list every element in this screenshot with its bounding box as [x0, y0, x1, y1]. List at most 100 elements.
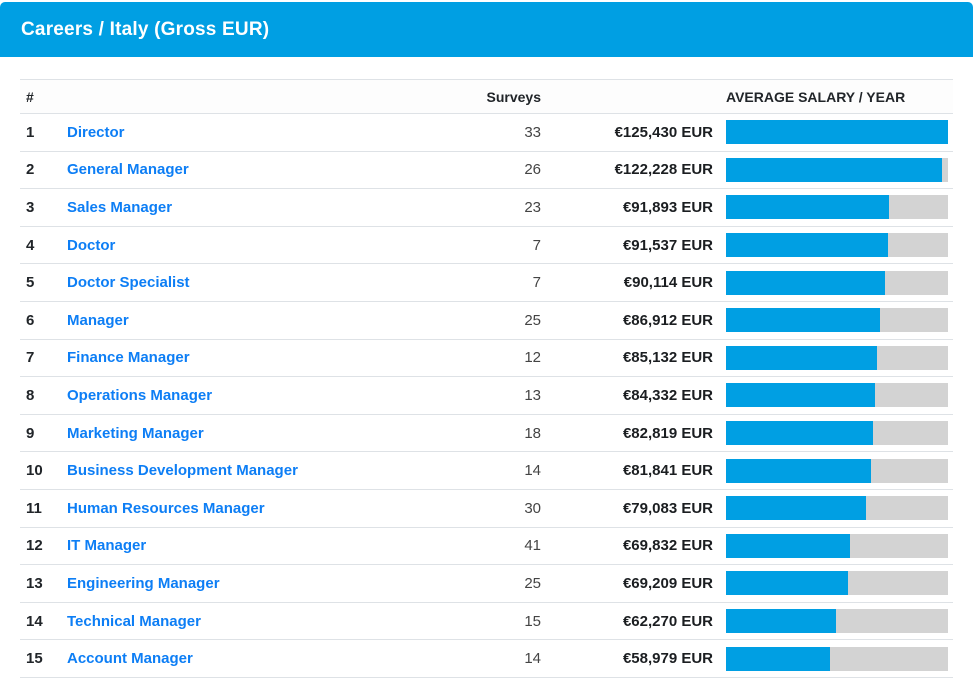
rank-cell: 3: [20, 189, 62, 227]
salary-cell: €91,537 EUR: [541, 226, 726, 264]
career-link[interactable]: Operations Manager: [67, 387, 212, 404]
salary-bar-cell: [726, 602, 953, 640]
table-row: 13 Engineering Manager 25 €69,209 EUR: [20, 565, 953, 603]
salary-bar-cell: [726, 414, 953, 452]
salary-bar-cell: [726, 565, 953, 603]
salary-cell: €69,209 EUR: [541, 565, 726, 603]
salary-bar-fill: [726, 346, 877, 370]
career-cell: Human Resources Manager: [62, 489, 461, 527]
salary-cell: €82,819 EUR: [541, 414, 726, 452]
rank-cell: 9: [20, 414, 62, 452]
salary-cell: €125,430 EUR: [541, 114, 726, 152]
salary-cell: €84,332 EUR: [541, 377, 726, 415]
rank-cell: 6: [20, 301, 62, 339]
career-link[interactable]: Account Manager: [67, 650, 193, 667]
rank-cell: 1: [20, 114, 62, 152]
career-link[interactable]: General Manager: [67, 161, 189, 178]
column-header-career: [62, 80, 461, 114]
salary-bar-track: [726, 195, 948, 219]
career-link[interactable]: Business Development Manager: [67, 462, 298, 479]
salary-bar-track: [726, 271, 948, 295]
column-header-surveys: Surveys: [461, 80, 541, 114]
surveys-cell: 23: [461, 189, 541, 227]
rank-cell: 5: [20, 264, 62, 302]
surveys-cell: 7: [461, 226, 541, 264]
rank-cell: 4: [20, 226, 62, 264]
surveys-cell: 26: [461, 151, 541, 189]
salary-bar-cell: [726, 452, 953, 490]
salary-bar-fill: [726, 609, 836, 633]
table-row: 3 Sales Manager 23 €91,893 EUR: [20, 189, 953, 227]
career-cell: Manager: [62, 301, 461, 339]
table-row: 8 Operations Manager 13 €84,332 EUR: [20, 377, 953, 415]
salary-bar-fill: [726, 158, 942, 182]
rank-cell: 10: [20, 452, 62, 490]
salary-cell: €85,132 EUR: [541, 339, 726, 377]
surveys-cell: 12: [461, 339, 541, 377]
rank-cell: 15: [20, 640, 62, 678]
salary-cell: €122,228 EUR: [541, 151, 726, 189]
table-container: # Surveys AVERAGE SALARY / YEAR 1 Direct…: [20, 79, 953, 678]
career-link[interactable]: Doctor Specialist: [67, 274, 190, 291]
column-header-rank: #: [20, 80, 62, 114]
career-link[interactable]: Sales Manager: [67, 199, 172, 216]
salary-bar-track: [726, 233, 948, 257]
career-cell: Engineering Manager: [62, 565, 461, 603]
career-link[interactable]: Manager: [67, 312, 129, 329]
table-row: 7 Finance Manager 12 €85,132 EUR: [20, 339, 953, 377]
salary-cell: €91,893 EUR: [541, 189, 726, 227]
salary-bar-cell: [726, 189, 953, 227]
rank-cell: 8: [20, 377, 62, 415]
career-cell: IT Manager: [62, 527, 461, 565]
career-link[interactable]: Doctor: [67, 237, 115, 254]
career-cell: Business Development Manager: [62, 452, 461, 490]
career-link[interactable]: Human Resources Manager: [67, 500, 265, 517]
career-cell: Doctor: [62, 226, 461, 264]
salary-bar-fill: [726, 308, 880, 332]
table-row: 14 Technical Manager 15 €62,270 EUR: [20, 602, 953, 640]
table-row: 2 General Manager 26 €122,228 EUR: [20, 151, 953, 189]
career-link[interactable]: IT Manager: [67, 537, 146, 554]
surveys-cell: 25: [461, 565, 541, 603]
salary-bar-fill: [726, 571, 848, 595]
career-link[interactable]: Director: [67, 124, 125, 141]
salary-cell: €62,270 EUR: [541, 602, 726, 640]
career-link[interactable]: Engineering Manager: [67, 575, 220, 592]
salary-bar-track: [726, 383, 948, 407]
salary-cell: €79,083 EUR: [541, 489, 726, 527]
career-cell: General Manager: [62, 151, 461, 189]
career-link[interactable]: Marketing Manager: [67, 425, 204, 442]
salary-bar-cell: [726, 527, 953, 565]
salary-bar-track: [726, 571, 948, 595]
salary-bar-cell: [726, 114, 953, 152]
salary-cell: €86,912 EUR: [541, 301, 726, 339]
salary-bar-cell: [726, 151, 953, 189]
surveys-cell: 7: [461, 264, 541, 302]
salary-cell: €90,114 EUR: [541, 264, 726, 302]
rank-cell: 2: [20, 151, 62, 189]
salary-bar-track: [726, 120, 948, 144]
column-header-salary-spacer: [541, 80, 726, 114]
salary-bar-cell: [726, 377, 953, 415]
career-link[interactable]: Technical Manager: [67, 613, 201, 630]
careers-table: # Surveys AVERAGE SALARY / YEAR 1 Direct…: [20, 79, 953, 678]
salary-bar-track: [726, 496, 948, 520]
career-cell: Director: [62, 114, 461, 152]
career-link[interactable]: Finance Manager: [67, 349, 190, 366]
salary-bar-cell: [726, 640, 953, 678]
table-row: 4 Doctor 7 €91,537 EUR: [20, 226, 953, 264]
career-cell: Finance Manager: [62, 339, 461, 377]
surveys-cell: 30: [461, 489, 541, 527]
salary-cell: €81,841 EUR: [541, 452, 726, 490]
salary-bar-track: [726, 346, 948, 370]
career-cell: Technical Manager: [62, 602, 461, 640]
salary-bar-track: [726, 647, 948, 671]
page-title: Careers / Italy (Gross EUR): [21, 19, 269, 41]
surveys-cell: 41: [461, 527, 541, 565]
rank-cell: 7: [20, 339, 62, 377]
salary-bar-fill: [726, 496, 866, 520]
table-row: 5 Doctor Specialist 7 €90,114 EUR: [20, 264, 953, 302]
salary-cell: €58,979 EUR: [541, 640, 726, 678]
rank-cell: 13: [20, 565, 62, 603]
salary-bar-fill: [726, 195, 889, 219]
